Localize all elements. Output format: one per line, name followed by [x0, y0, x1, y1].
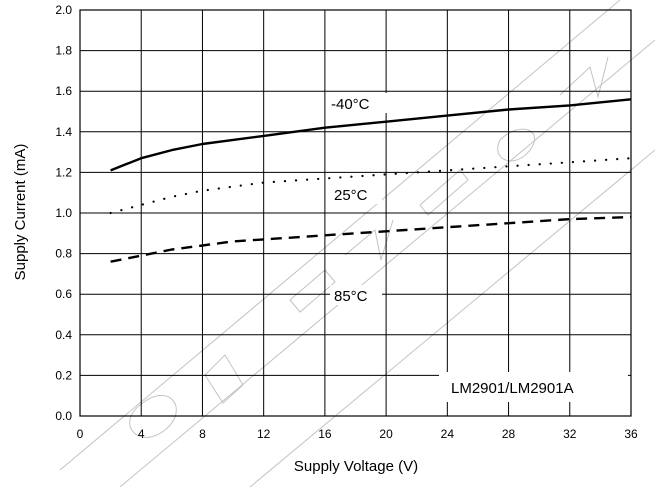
- series-label-minus40: -40°C: [331, 96, 370, 113]
- y-tick-label: 1.6: [55, 84, 72, 98]
- label-bg-85: [330, 285, 382, 305]
- x-tick-label: 8: [199, 427, 206, 441]
- y-tick-label: 1.8: [55, 44, 72, 58]
- x-tick-label: 0: [77, 427, 84, 441]
- y-tick-label: 2.0: [55, 3, 72, 17]
- grid: 0 4 8 12 16 20 24 28 32 36 0.0 0.2 0.4 0.6 0.8 1.0 1.2 1.…: [55, 3, 638, 441]
- y-tick-label: 0.0: [55, 409, 72, 423]
- y-tick-label: 1.0: [55, 206, 72, 220]
- series-line-1: [110, 98, 632, 172]
- series-layer: [109, 98, 633, 263]
- x-axis-title: Supply Voltage (V): [294, 458, 418, 475]
- part-number-label: LM2901/LM2901A: [451, 380, 574, 397]
- label-bg-minus40: [327, 93, 387, 113]
- y-axis-title: Supply Current (mA): [12, 144, 29, 281]
- x-tick-label: 16: [318, 427, 332, 441]
- x-tick-label: 20: [379, 427, 393, 441]
- x-tick-label: 36: [624, 427, 638, 441]
- y-tick-label: 0.2: [55, 368, 72, 382]
- x-tick-label: 32: [563, 427, 577, 441]
- y-tick-label: 0.4: [55, 328, 72, 342]
- part-number-box: [439, 372, 628, 402]
- x-tick-label: 4: [138, 427, 145, 441]
- x-tick-label: 12: [257, 427, 271, 441]
- x-tick-label: 24: [441, 427, 455, 441]
- label-bg-25: [330, 184, 382, 204]
- y-tick-label: 1.4: [55, 125, 72, 139]
- y-tick-label: 0.6: [55, 287, 72, 301]
- series-label-85: 85°C: [334, 288, 368, 305]
- series-label-25: 25°C: [334, 187, 368, 204]
- plot-frame: [79, 9, 632, 417]
- series-line-3: [110, 215, 632, 263]
- x-tick-label: 28: [502, 427, 516, 441]
- watermark: [59, 0, 655, 487]
- y-tick-label: 0.8: [55, 247, 72, 261]
- y-tick-label: 1.2: [55, 165, 72, 179]
